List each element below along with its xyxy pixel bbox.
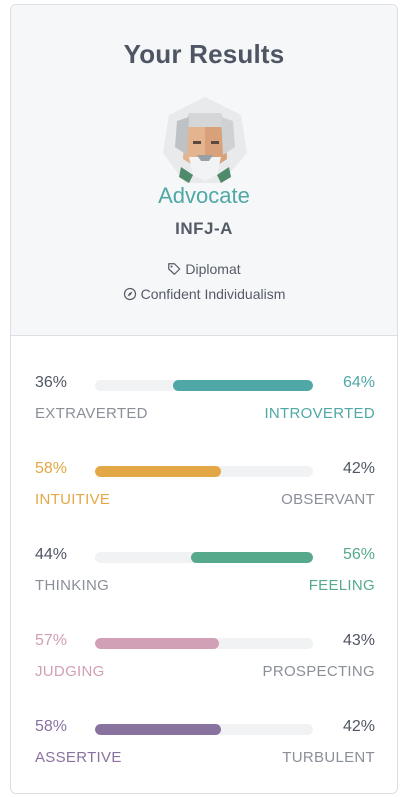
strategy-label: Confident Individualism: [140, 286, 286, 302]
trait-row: 36% 64% EXTRAVERTED INTROVERTED: [35, 374, 375, 434]
trait-row: 58% 42% INTUITIVE OBSERVANT: [35, 460, 375, 520]
trait-left-label: INTUITIVE: [35, 491, 111, 508]
trait-right-percent: 42%: [342, 460, 375, 477]
trait-right-percent: 42%: [342, 718, 375, 735]
trait-right-label: TURBULENT: [282, 749, 375, 766]
personality-type-code: INFJ-A: [175, 219, 233, 238]
trait-bar: [95, 466, 313, 477]
results-card: Your Results Advocate INFJ-A Diplomat: [10, 4, 398, 794]
trait-left-label: THINKING: [35, 577, 110, 594]
trait-left-percent: 36%: [35, 374, 68, 391]
trait-right-label: INTROVERTED: [264, 405, 375, 422]
trait-row: 58% 42% ASSERTIVE TURBULENT: [35, 718, 375, 778]
compass-icon: [123, 287, 136, 301]
trait-bar-fill: [95, 466, 222, 477]
trait-left-percent: 58%: [35, 718, 68, 735]
trait-row: 44% 56% THINKING FEELING: [35, 546, 375, 606]
trait-right-percent: 64%: [342, 374, 375, 391]
trait-right-label: OBSERVANT: [281, 491, 375, 508]
trait-bar-fill: [173, 380, 313, 391]
page-title: Your Results: [123, 39, 285, 69]
trait-right-percent: 43%: [342, 632, 375, 649]
strategy-row[interactable]: Confident Individualism: [11, 286, 397, 302]
advocate-avatar-icon: [163, 97, 247, 183]
role-row[interactable]: Diplomat: [11, 261, 397, 277]
trait-bar-fill: [190, 552, 313, 563]
trait-left-label: EXTRAVERTED: [35, 405, 148, 422]
trait-bar: [95, 380, 313, 391]
trait-right-label: FEELING: [308, 577, 375, 594]
tag-icon: [168, 263, 181, 275]
results-header: Your Results Advocate INFJ-A Diplomat: [11, 5, 397, 336]
trait-left-percent: 44%: [35, 546, 68, 563]
trait-right-percent: 56%: [342, 546, 375, 563]
trait-left-label: ASSERTIVE: [35, 749, 122, 766]
role-label: Diplomat: [185, 261, 241, 277]
trait-left-percent: 57%: [35, 632, 68, 649]
trait-bar: [95, 552, 313, 563]
trait-left-percent: 58%: [35, 460, 68, 477]
trait-bar: [95, 724, 313, 735]
trait-right-label: PROSPECTING: [262, 663, 375, 680]
trait-bar: [95, 638, 313, 649]
trait-bar-fill: [95, 638, 220, 649]
trait-row: 57% 43% JUDGING PROSPECTING: [35, 632, 375, 692]
personality-type-name[interactable]: Advocate: [158, 183, 250, 208]
trait-bar-fill: [95, 724, 222, 735]
trait-left-label: JUDGING: [35, 663, 105, 680]
